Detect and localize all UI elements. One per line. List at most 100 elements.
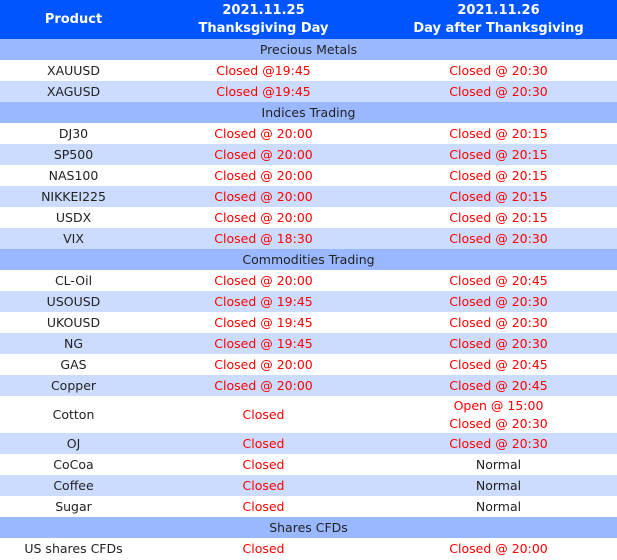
day1-cell: Closed @ 19:45 [147,291,380,312]
day2-status: Closed @ 20:45 [449,377,548,393]
section-title: Shares CFDs [0,517,617,538]
table-row: GAS Closed @ 20:00 Closed @ 20:45 [0,354,617,375]
product-cell: GAS [60,357,87,372]
day1-cell: Closed @19:45 [147,81,380,102]
product-cell: SP500 [0,144,147,165]
product-cell: USOUSD [0,291,147,312]
day2-status: Closed @ 20:15 [449,125,548,141]
table-row: Coffee Closed Normal [0,475,617,496]
day1-status: Closed @ 20:00 [214,356,313,372]
day2-status: Normal [475,477,522,493]
product-cell: Coffee [0,475,147,496]
product-cell: XAUUSD [47,63,100,78]
table-row: NG Closed @ 19:45 Closed @ 20:30 [0,333,617,354]
table-row: Copper Closed @ 20:00 Closed @ 20:45 [0,375,617,396]
table-row: NIKKEI225 Closed @ 20:00 Closed @ 20:15 [0,186,617,207]
day1-status: Closed [242,477,285,493]
day1-cell: Closed @ 18:30 [147,228,380,249]
table-row: XAGUSD Closed @19:45 Closed @ 20:30 [0,81,617,102]
table-row: NAS100 Closed @ 20:00 Closed @ 20:15 [0,165,617,186]
day2-name: Day after Thanksgiving [413,20,584,36]
section-row: Indices Trading [0,102,617,123]
day2-status: Closed @ 20:30 [449,314,548,330]
day1-cell: Closed @ 20:00 [147,354,380,375]
day1-status: Closed [242,456,285,472]
day1-status: Closed @19:45 [216,83,311,99]
day1-cell: Closed @19:45 [147,60,380,81]
product-cell: Copper [0,375,147,396]
day2-cell: Closed @ 20:30 [380,81,617,102]
day1-cell: Closed @ 20:00 [147,207,380,228]
day1-status: Closed [242,435,285,451]
day2-cell: Closed @ 20:15 [380,186,617,207]
day2-cell: Closed @ 20:45 [380,270,617,291]
day1-status: Closed @ 20:00 [214,377,313,393]
day2-cell: Normal [380,454,617,475]
product-cell: Cotton [52,407,95,422]
product-cell: USDX [55,210,92,225]
day1-cell: Closed @ 20:00 [147,165,380,186]
day1-cell: Closed @ 20:00 [147,123,380,144]
day1-cell: Closed @ 20:00 [147,186,380,207]
product-cell: DJ30 [58,126,89,141]
day1-cell: Closed @ 19:45 [147,333,380,354]
day1-status: Closed @ 20:00 [214,209,313,225]
day2-cell: Closed @ 20:15 [380,123,617,144]
header-row: Product 2021.11.25 Thanksgiving Day 2021… [0,0,617,39]
section-title: Commodities Trading [0,249,617,270]
day2-cell: Normal [380,475,617,496]
day2-cell: Closed @ 20:30 [380,60,617,81]
day2-cell: Closed @ 20:15 [380,144,617,165]
product-cell: NAS100 [48,168,99,183]
day2-cell: Closed @ 20:30 [380,433,617,454]
day2-status: Closed @ 20:30 [449,435,548,451]
table-row: USDX Closed @ 20:00 Closed @ 20:15 [0,207,617,228]
day2-cell: Closed @ 20:15 [380,207,617,228]
header-product: Product [0,0,147,39]
day1-cell: Closed [147,454,380,475]
product-cell: Sugar [55,499,92,514]
day2-cell: Closed @ 20:30 [380,333,617,354]
day2-date: 2021.11.26 [457,2,540,18]
day2-status: Closed @ 20:30 [449,293,548,309]
day1-status: Closed @ 20:00 [214,272,313,288]
day2-status: Closed @ 20:15 [449,167,548,183]
section-row: Shares CFDs [0,517,617,538]
product-cell: CL-Oil [54,273,93,288]
day2-cell: Closed @ 20:30 [380,291,617,312]
product-cell: CoCoa [53,457,94,472]
day1-name: Thanksgiving Day [198,20,329,36]
day2-cell: Normal [380,496,617,517]
day1-cell: Closed [147,396,380,433]
day1-cell: Closed @ 20:00 [147,270,380,291]
day1-status: Closed @ 20:00 [214,188,313,204]
day2-cell: Closed @ 20:45 [380,354,617,375]
table-row: USOUSD Closed @ 19:45 Closed @ 20:30 [0,291,617,312]
section-row: Commodities Trading [0,249,617,270]
day1-status: Closed @ 20:00 [214,167,313,183]
day1-status: Closed @ 18:30 [214,230,313,246]
day2-status: Closed @ 20:15 [449,146,548,162]
day2-cell: Closed @ 20:15 [380,165,617,186]
table-row: CL-Oil Closed @ 20:00 Closed @ 20:45 [0,270,617,291]
product-cell: UKOUSD [46,315,101,330]
day2-status: Open @ 15:00 [453,397,544,413]
header-day2: 2021.11.26 Day after Thanksgiving [380,0,617,39]
table-row: Sugar Closed Normal [0,496,617,517]
day1-status: Closed [242,406,285,422]
day2-status: Closed @ 20:15 [449,209,548,225]
day1-status: Closed @ 19:45 [214,314,313,330]
day1-status: Closed @ 20:00 [214,125,313,141]
day1-status: Closed @ 19:45 [214,293,313,309]
day2-cell: Closed @ 20:30 [380,312,617,333]
section-row: Precious Metals [0,39,617,60]
day2-status: Normal [475,498,522,514]
day1-cell: Closed [147,433,380,454]
table-row: UKOUSD Closed @ 19:45 Closed @ 20:30 [0,312,617,333]
day2-status: Closed @ 20:45 [449,272,548,288]
product-cell: NIKKEI225 [0,186,147,207]
table-row: Cotton Closed Open @ 15:00 Closed @ 20:30 [0,396,617,433]
day2-cell: Open @ 15:00 Closed @ 20:30 [380,396,617,433]
